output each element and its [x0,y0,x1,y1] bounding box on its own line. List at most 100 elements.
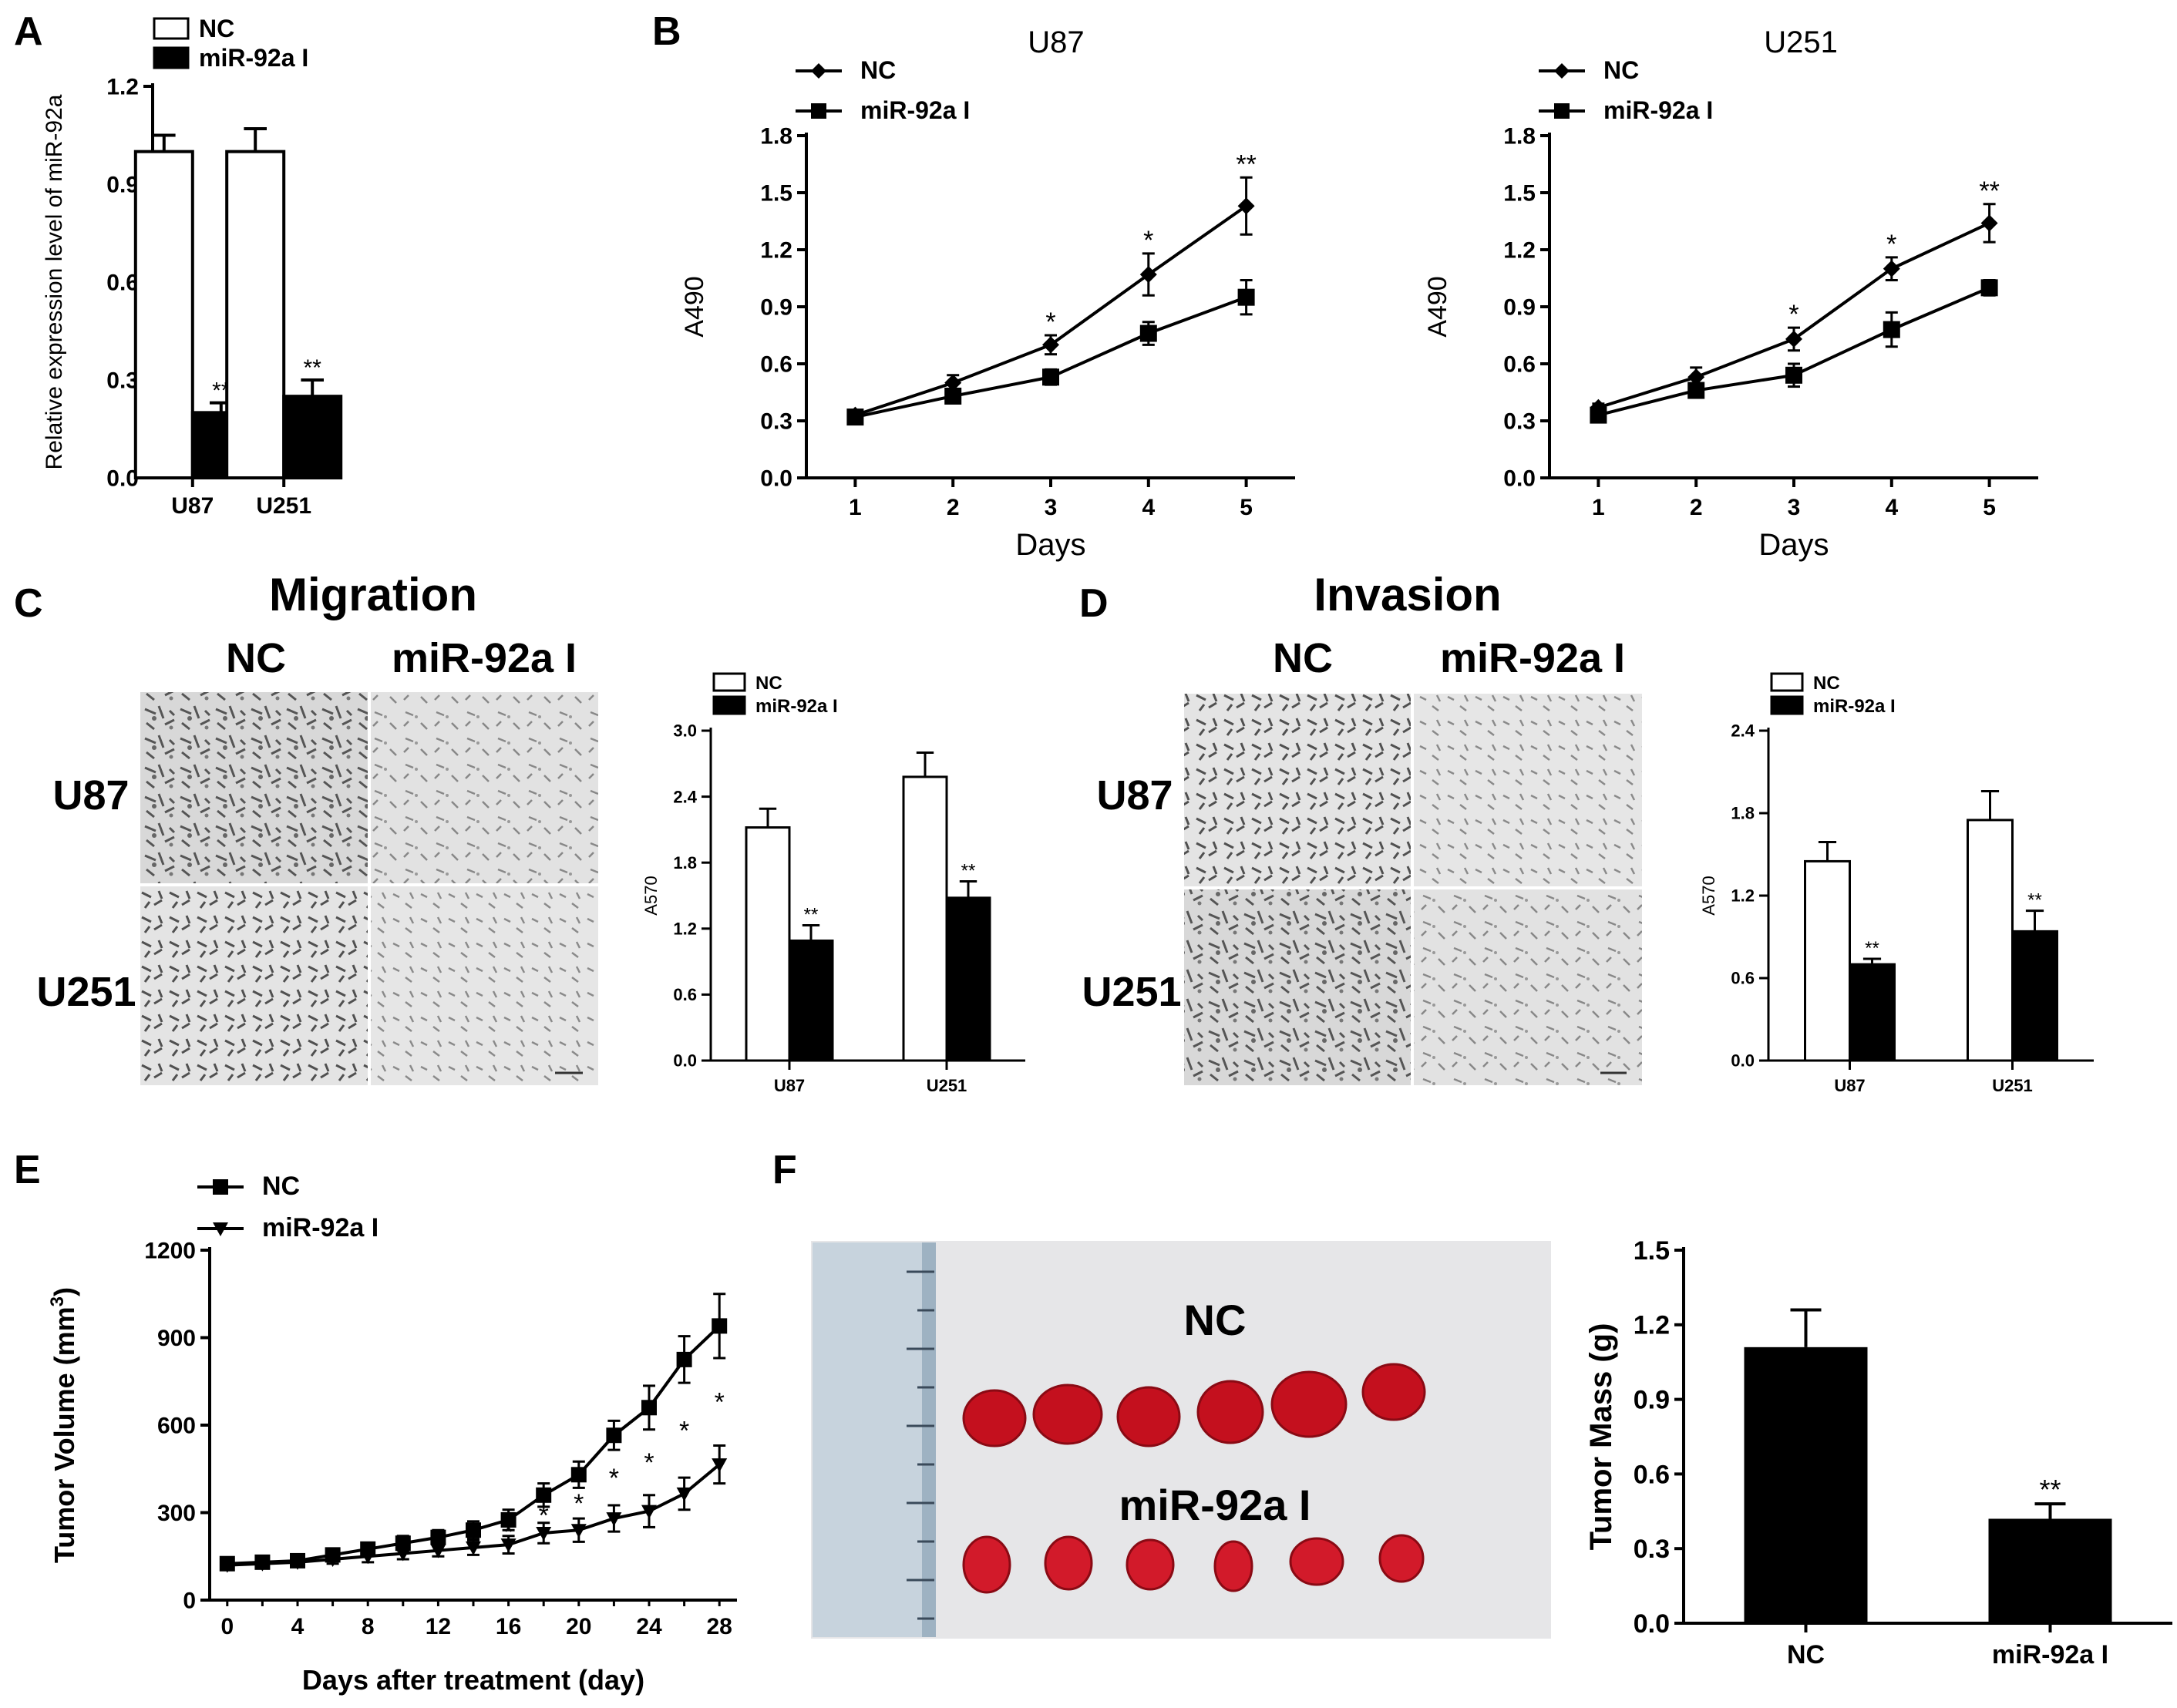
marker-square [570,1467,587,1483]
legend-label: NC [262,1172,300,1201]
significance-mark: * [679,1417,689,1446]
significance-mark: * [503,1518,513,1547]
bar-mir [282,395,343,480]
y-tick-label: 1.5 [760,181,792,207]
significance-mark: * [1788,300,1798,329]
y-tick-label: 0.0 [106,466,139,492]
x-tick-label: U87 [1834,1076,1865,1095]
x-tick-label: 4 [1885,495,1898,520]
marker-triangle [360,1550,376,1565]
significance-mark: * [468,1521,478,1551]
x-tick-label: NC [1787,1640,1825,1669]
tumor-nc [962,1389,1027,1447]
x-axis-label: Days [1758,528,1829,562]
y-tick-label: 0.9 [106,173,139,198]
x-tick-label: 16 [496,1614,521,1639]
tumor-mir [1126,1538,1175,1591]
legend-swatch-mir [1770,695,1804,715]
y-tick-label: 0.6 [673,985,697,1004]
panel-letter-d: D [1079,581,1109,626]
y-tick-label: 0.3 [760,409,792,435]
marker-square [1687,382,1705,399]
migration-col-nc: NC [226,635,286,681]
x-tick-label: U251 [927,1076,967,1095]
y-axis-label: A490 [1423,276,1452,337]
legend-label: miR-92a I [1813,696,1896,717]
y-tick-label: 1.2 [1731,886,1755,906]
bar-mir [788,939,834,1062]
invasion-row-u87: U87 [1096,772,1173,819]
legend-label: miR-92a I [860,96,970,124]
legend-label: NC [199,15,234,42]
marker-triangle [219,1558,235,1573]
legend-swatch-nc [153,17,190,40]
y-tick-label: 3.0 [673,721,697,741]
y-tick-label: 1.5 [1503,181,1536,207]
marker-triangle [676,1487,692,1501]
bar-nc [1744,1347,1868,1623]
marker-triangle [641,1505,657,1519]
y-tick-label: 0.9 [760,295,792,321]
x-axis-label: Days [1015,528,1085,562]
tumor-nc [1196,1380,1264,1444]
y-tick-label: 0.3 [1634,1535,1670,1564]
chart-title: U87 [1028,25,1084,59]
marker-square [1554,103,1570,119]
marker-diamond [811,63,826,79]
marker-square [430,1529,446,1545]
marker-triangle [606,1512,622,1527]
x-tick-label: 28 [707,1614,732,1639]
ruler-edge [922,1242,936,1637]
x-tick-label: miR-92a I [1992,1640,2108,1669]
y-tick-label: 0.0 [1634,1609,1670,1639]
tumor-mir [1289,1537,1344,1586]
marker-square [1883,321,1900,338]
x-tick-label: 5 [1983,495,1996,520]
bar-mir [1988,1518,2112,1623]
marker-square [1590,406,1607,424]
mir-tumors [962,1534,1425,1594]
marker-triangle [500,1538,516,1553]
marker-triangle [213,1222,228,1236]
y-tick-label: 0.0 [1731,1051,1755,1071]
y-tick-label: 0.3 [1503,409,1536,435]
panel-letter-f: F [772,1148,797,1192]
marker-triangle [570,1524,587,1538]
migration-row-u87: U87 [52,772,129,819]
significance-mark: * [715,1388,725,1417]
chart-f: 0.0 0.3 0.6 0.9 1.2 1.5 NC miR-92a I ** Tumor Mas… [1584,1236,2172,1669]
significance-mark: ** [1865,938,1879,959]
micrograph-invasion-u251-nc [1184,889,1411,1085]
y-tick-label: 1.8 [760,124,792,150]
marker-diamond [1139,266,1157,284]
marker-square [641,1400,657,1416]
y-tick-label: 0.0 [673,1051,697,1071]
photo-label-mir: miR-92a I [1119,1481,1311,1529]
tumor-mir [1378,1534,1425,1583]
bar-nc [745,826,791,1062]
marker-diamond [1554,63,1570,79]
migration-row-u251: U251 [36,969,136,1015]
x-tick-label: 0 [220,1614,234,1639]
y-tick-label: 1.2 [1634,1311,1670,1340]
marker-square [1237,288,1255,306]
panel-letter-c: C [14,581,43,626]
y-tick-label: 300 [157,1501,196,1526]
chart-d: 0.0 0.6 1.2 1.8 2.4 U87 ** U251 ** A570 NCmiR-92a … [1699,672,2094,1095]
x-tick-label: 12 [426,1614,451,1639]
tumor-mir [1213,1540,1253,1592]
x-tick-label: 4 [1142,495,1155,520]
micrograph-migration-u87-mir [371,692,598,883]
y-tick-label: 1.8 [1503,124,1536,150]
x-tick-label: 4 [291,1614,305,1639]
legend-label: NC [755,673,782,694]
invasion-title: Invasion [1314,569,1501,620]
chart-c: 0.0 0.6 1.2 1.8 2.4 3.0 U87 ** U251 ** A570 NCmiR-9… [641,672,1025,1095]
bar-mir [945,896,991,1062]
significance-mark: * [539,1501,549,1530]
marker-triangle [325,1553,341,1568]
marker-diamond [1687,368,1705,386]
y-axis-label: A490 [680,276,709,337]
invasion-col-mir: miR-92a I [1440,635,1625,681]
x-tick-label: U251 [1992,1076,2033,1095]
